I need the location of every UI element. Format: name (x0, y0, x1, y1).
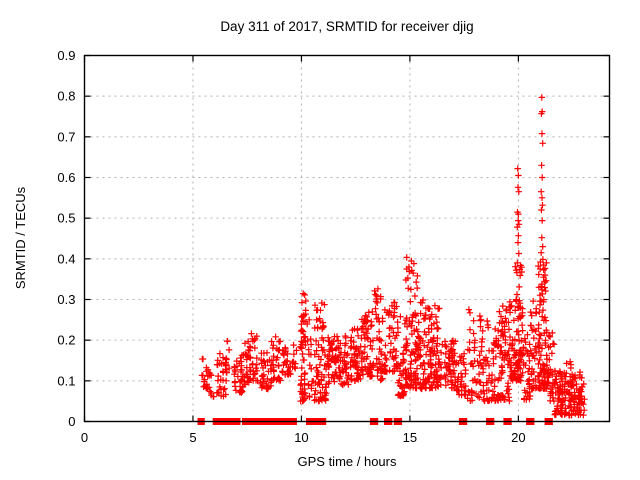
y-tick-label: 0.9 (57, 48, 75, 63)
y-tick-label: 0.1 (57, 373, 75, 388)
grid-lines (84, 55, 610, 422)
scatter-plus-markers (198, 94, 588, 419)
axes-and-ticks (83, 54, 611, 423)
data-points (197, 94, 588, 425)
y-tick-label: 0.5 (57, 211, 75, 226)
x-tick-label: 10 (294, 430, 308, 445)
x-tick-label: 20 (511, 430, 525, 445)
plot-border (83, 54, 611, 423)
x-tick-label: 15 (403, 430, 417, 445)
y-tick-label: 0.2 (57, 333, 75, 348)
y-tick-label: 0.6 (57, 170, 75, 185)
y-axis-label: SRMTID / TECUs (13, 186, 28, 289)
x-tick-label: 5 (189, 430, 196, 445)
y-tick-label: 0.3 (57, 292, 75, 307)
x-axis-label: GPS time / hours (298, 454, 397, 469)
chart-title: Day 311 of 2017, SRMTID for receiver dji… (220, 19, 473, 34)
y-tick-label: 0.8 (57, 89, 75, 104)
y-tick-label: 0 (68, 414, 75, 429)
x-tick-label: 0 (81, 430, 88, 445)
y-tick-label: 0.7 (57, 129, 75, 144)
tick-labels: 0 0.1 0.2 0.3 0.4 0.5 0.6 0.7 0.8 0.9 0 5 10 15 20 (57, 48, 525, 445)
y-tick-label: 0.4 (57, 251, 75, 266)
